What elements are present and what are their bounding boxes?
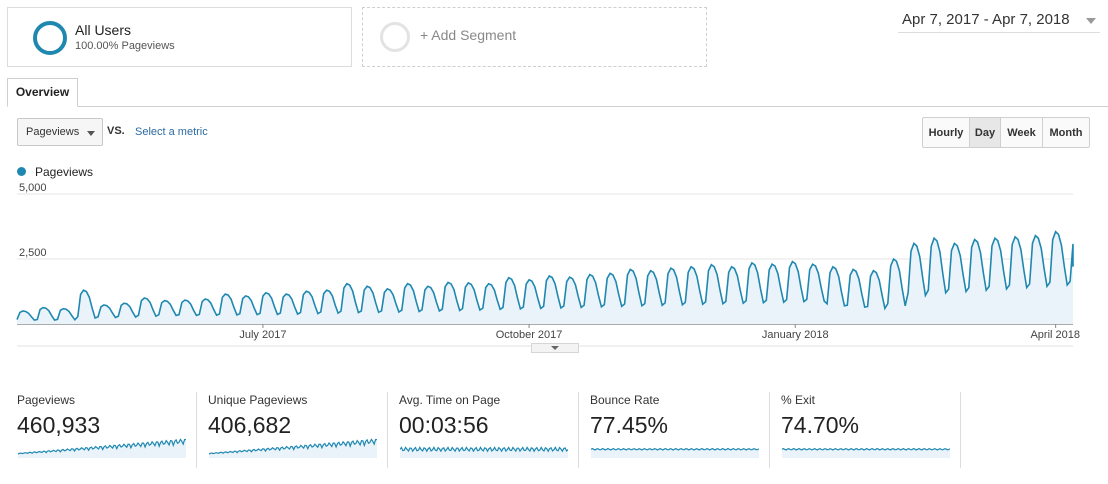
scorecard-value: 77.45%	[590, 412, 669, 438]
scorecard-value: 74.70%	[781, 412, 860, 438]
divider	[769, 392, 770, 468]
week-button[interactable]: Week	[1000, 117, 1043, 148]
sparkline-line	[782, 447, 950, 451]
scorecard-bounce-rate: Bounce Rate 77.45%	[580, 392, 770, 468]
sparkline	[591, 447, 759, 458]
scorecard-label: Avg. Time on Page	[399, 393, 501, 407]
divider	[578, 392, 579, 468]
scorecard-exit-rate: % Exit 74.70%	[771, 392, 961, 468]
chart-expand-handle[interactable]	[531, 343, 579, 353]
scorecard-label: % Exit	[781, 393, 816, 407]
tabs-divider	[7, 106, 1108, 107]
y-tick-label: 2,500	[19, 247, 47, 259]
scorecard-pageviews: Pageviews 460,933	[7, 392, 197, 468]
vs-label: VS.	[107, 125, 125, 137]
sparkline	[400, 446, 568, 458]
tab-overview[interactable]: Overview	[7, 78, 78, 107]
sparkline-line	[209, 438, 377, 455]
segment-all-users[interactable]: All Users 100.00% Pageviews	[7, 7, 352, 67]
divider	[387, 392, 388, 468]
pageviews-chart: 5,000 2,500 July 2017 October 2017 January …	[16, 182, 1080, 347]
scorecard-label: Unique Pageviews	[208, 393, 308, 407]
metric-dropdown-label: Pageviews	[26, 126, 80, 138]
sparkline	[18, 438, 186, 458]
segment-subtitle: 100.00% Pageviews	[75, 40, 175, 52]
legend-dot-icon	[17, 167, 26, 176]
x-tick-label: April 2018	[1030, 329, 1080, 341]
select-metric-link[interactable]: Select a metric	[135, 126, 208, 138]
date-range-label: Apr 7, 2017 - Apr 7, 2018	[902, 11, 1070, 28]
x-tick-label: July 2017	[239, 329, 286, 341]
metric-dropdown[interactable]: Pageviews	[17, 118, 103, 146]
scorecard-unique-pageviews: Unique Pageviews 406,682	[198, 392, 388, 468]
sparkline-line	[400, 446, 568, 453]
x-tick-label: October 2017	[496, 329, 563, 341]
chevron-down-icon	[551, 346, 559, 350]
scorecard-value: 406,682	[208, 412, 292, 438]
date-range-picker[interactable]: Apr 7, 2017 - Apr 7, 2018	[898, 8, 1100, 33]
legend-label: Pageviews	[35, 165, 94, 179]
scorecard-value: 00:03:56	[399, 412, 489, 438]
donut-icon	[33, 21, 67, 55]
scorecard-value: 460,933	[17, 412, 101, 438]
x-tick-label: January 2018	[762, 329, 829, 341]
divider	[960, 392, 961, 468]
y-tick-label: 5,000	[19, 182, 47, 194]
sparkline-line	[591, 447, 759, 451]
day-button[interactable]: Day	[969, 117, 1001, 148]
add-segment-button[interactable]: + Add Segment	[362, 7, 707, 67]
sparkline-area	[782, 448, 950, 458]
sparkline	[782, 447, 950, 458]
empty-ring-icon	[380, 22, 410, 52]
sparkline	[209, 438, 377, 458]
month-button[interactable]: Month	[1042, 117, 1090, 148]
scorecard-label: Pageviews	[17, 393, 76, 407]
chevron-down-icon	[87, 131, 95, 136]
granularity-toggle: Hourly Day Week Month	[922, 117, 1090, 148]
add-segment-label: + Add Segment	[420, 27, 517, 43]
hourly-button[interactable]: Hourly	[922, 117, 970, 148]
scorecard-avg-time-on-page: Avg. Time on Page 00:03:56	[389, 392, 579, 468]
scorecard-label: Bounce Rate	[590, 393, 660, 407]
series-line	[16, 230, 1074, 322]
segment-title: All Users	[75, 22, 132, 38]
divider	[196, 392, 197, 468]
series-area	[17, 231, 1073, 324]
sparkline-area	[591, 448, 759, 458]
chevron-down-icon	[1086, 18, 1096, 24]
sparkline-line	[18, 438, 186, 455]
